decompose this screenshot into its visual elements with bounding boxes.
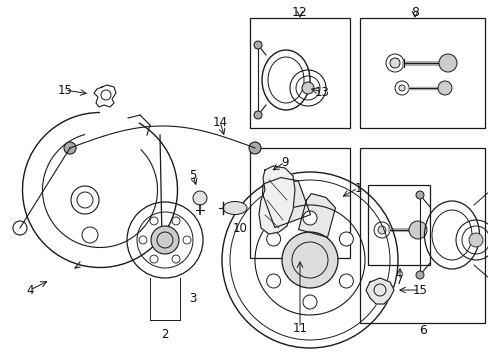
Bar [249, 148, 349, 258]
Text: 14: 14 [212, 116, 227, 129]
Text: 3: 3 [189, 292, 196, 305]
Circle shape [151, 226, 179, 254]
Circle shape [415, 191, 423, 199]
Text: 5: 5 [189, 168, 196, 181]
Text: 7: 7 [395, 274, 403, 287]
Text: 10: 10 [232, 221, 247, 234]
Circle shape [303, 211, 316, 225]
Circle shape [408, 221, 426, 239]
Circle shape [377, 226, 385, 234]
Text: 12: 12 [291, 5, 307, 18]
Text: 15: 15 [412, 284, 427, 297]
Polygon shape [298, 194, 335, 237]
Bar [367, 185, 429, 265]
Polygon shape [262, 177, 310, 228]
Text: 15: 15 [58, 84, 72, 96]
Circle shape [266, 274, 280, 288]
Circle shape [139, 236, 147, 244]
Polygon shape [259, 166, 294, 234]
Circle shape [253, 111, 262, 119]
Circle shape [438, 54, 456, 72]
Circle shape [150, 255, 158, 263]
Circle shape [437, 81, 451, 95]
Text: 4: 4 [26, 284, 34, 297]
Text: 2: 2 [161, 328, 168, 342]
Circle shape [339, 232, 353, 246]
Circle shape [398, 85, 404, 91]
Text: 6: 6 [418, 324, 426, 337]
Text: 1: 1 [353, 181, 361, 194]
Circle shape [193, 191, 206, 205]
Circle shape [183, 236, 191, 244]
Circle shape [389, 58, 399, 68]
Circle shape [172, 217, 180, 225]
Circle shape [303, 295, 316, 309]
Circle shape [248, 142, 261, 154]
Text: 9: 9 [281, 156, 288, 168]
Circle shape [253, 41, 262, 49]
Circle shape [302, 82, 313, 94]
Text: 13: 13 [314, 86, 329, 99]
Circle shape [282, 232, 337, 288]
Bar [249, 18, 349, 128]
Text: 11: 11 [292, 321, 307, 334]
Circle shape [64, 142, 76, 154]
Circle shape [415, 271, 423, 279]
Polygon shape [365, 278, 393, 304]
Bar [359, 18, 484, 128]
Bar [359, 148, 484, 323]
Ellipse shape [223, 202, 246, 215]
Circle shape [266, 232, 280, 246]
Circle shape [172, 255, 180, 263]
Circle shape [468, 233, 482, 247]
Circle shape [339, 274, 353, 288]
Text: 8: 8 [410, 5, 418, 18]
Circle shape [150, 217, 158, 225]
